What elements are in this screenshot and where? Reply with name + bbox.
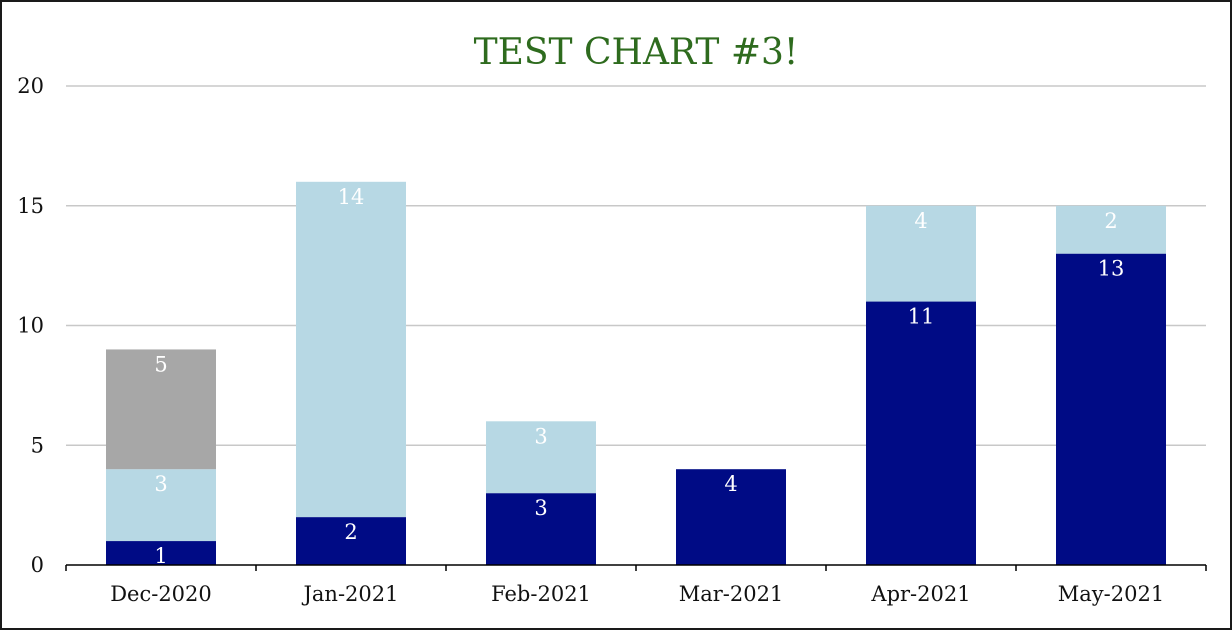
bar-segment	[1056, 205, 1166, 254]
x-tick-label: May-2021	[1058, 582, 1164, 606]
y-tick-label: 0	[31, 553, 44, 577]
data-label: 5	[154, 352, 167, 376]
bar-segment	[486, 421, 596, 494]
x-tick-label: Feb-2021	[491, 582, 591, 606]
data-label: 2	[1104, 209, 1117, 233]
data-label: 2	[344, 520, 357, 544]
bar-segment	[866, 205, 976, 302]
y-tick-label: 10	[17, 314, 44, 338]
bar-segment	[486, 493, 596, 565]
bar-segment	[1056, 253, 1166, 565]
bars	[106, 181, 1166, 565]
bar-segment	[296, 181, 406, 518]
bar-segment	[866, 301, 976, 565]
x-tick-label: Mar-2021	[679, 582, 784, 606]
x-tick-label: Jan-2021	[301, 582, 398, 606]
bar-segment	[676, 469, 786, 565]
data-label: 3	[534, 496, 547, 520]
data-label: 4	[914, 209, 927, 233]
y-tick-label: 15	[17, 194, 44, 218]
data-label: 11	[908, 305, 935, 329]
bar-segment	[106, 349, 216, 470]
x-tick-label: Dec-2020	[110, 582, 212, 606]
y-tick-label: 5	[31, 433, 44, 457]
data-label: 1	[154, 544, 167, 568]
data-label: 14	[338, 185, 365, 209]
bar-segment	[106, 469, 216, 542]
data-label: 3	[154, 472, 167, 496]
data-label: 13	[1098, 257, 1125, 281]
gridlines	[66, 85, 1206, 446]
bar-segment	[296, 517, 406, 565]
x-tick-label: Apr-2021	[870, 582, 970, 606]
data-label: 4	[724, 472, 737, 496]
y-tick-label: 20	[17, 74, 44, 98]
chart-title: TEST CHART #3!	[474, 32, 799, 73]
data-label: 3	[534, 424, 547, 448]
bar-segment	[106, 541, 216, 565]
